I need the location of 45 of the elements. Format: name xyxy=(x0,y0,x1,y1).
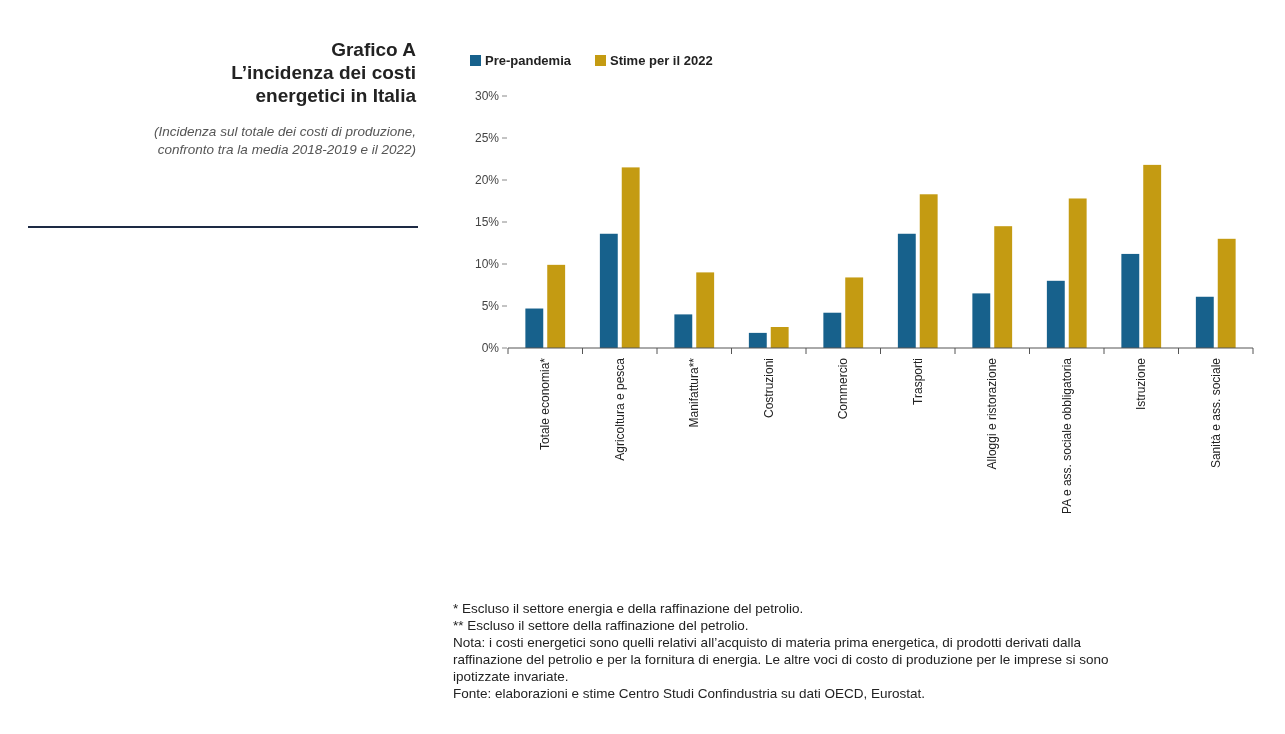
x-tick-label: Totale economia* xyxy=(538,357,553,451)
x-tick-label: Istruzione xyxy=(1134,357,1149,411)
bar xyxy=(547,264,566,348)
y-tick-label: 20% xyxy=(474,173,500,188)
y-tick-label: 15% xyxy=(474,215,500,230)
x-tick-label: Trasporti xyxy=(910,358,925,405)
legend-label: Pre-pandemia xyxy=(485,53,572,68)
bar xyxy=(525,308,544,348)
text: ** Escluso il settore della raffinazione del petrolio. xyxy=(453,618,749,633)
bar xyxy=(674,314,693,348)
text: Nota: i costi energetici sono quelli relativi all’acquisto di materia prima energetica, di prodotti derivati dalla raffinazione del petrolio e per la fornitura di energia. Le altre voci di costo di produzione per le imprese si sono ipotizzate invariate. xyxy=(453,635,1109,684)
x-tick-label: Sanità e ass. sociale xyxy=(1208,357,1223,469)
bar xyxy=(621,167,640,348)
legend-label: Stime per il 2022 xyxy=(610,53,713,68)
y-tick-label: 5% xyxy=(481,299,500,314)
x-tick-label: Commercio xyxy=(836,357,851,420)
bar xyxy=(1217,238,1236,348)
text: (Incidenza sul totale dei costi di produzione, confronto tra la media 2018-2019 e il 2022) xyxy=(154,124,416,157)
bar xyxy=(599,233,618,348)
text: * Escluso il settore energia e della raffinazione del petrolio. xyxy=(453,601,804,616)
bar xyxy=(897,233,916,348)
bar xyxy=(1121,253,1140,348)
bar xyxy=(696,272,715,348)
x-tick-label: Costruzioni xyxy=(761,358,776,419)
x-tick-label: Manifattura** xyxy=(687,357,702,428)
x-tick-label: PA e ass. sociale obbligatoria xyxy=(1059,357,1074,514)
bar xyxy=(919,194,938,348)
bar xyxy=(972,293,991,348)
bar xyxy=(770,327,789,348)
y-tick-label: 30% xyxy=(474,89,500,104)
bar xyxy=(1046,280,1065,348)
bar xyxy=(994,226,1013,348)
bar xyxy=(1143,164,1162,348)
y-tick-label: 0% xyxy=(481,341,500,356)
bar xyxy=(845,277,864,348)
y-tick-label: 10% xyxy=(474,257,500,272)
bar xyxy=(1195,296,1214,348)
bar xyxy=(748,332,767,348)
source-note: Fonte: elaborazioni e stime Centro Studi Confindustria su dati OECD, Eurostat. xyxy=(453,686,925,701)
bar xyxy=(1068,198,1087,348)
bar xyxy=(823,312,842,348)
y-tick-label: 25% xyxy=(474,131,500,146)
x-tick-label: Agricoltura e pesca xyxy=(612,357,627,461)
text: Grafico A L’incidenza dei costi energetici in Italia xyxy=(231,39,417,106)
x-tick-label: Alloggi e ristorazione xyxy=(985,357,1000,470)
